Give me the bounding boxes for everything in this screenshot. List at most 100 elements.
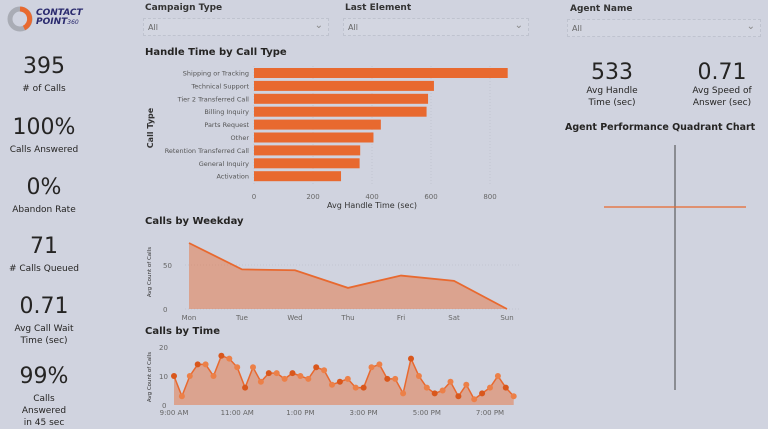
kpi-value: 0.71 <box>697 60 747 85</box>
data-point <box>463 381 470 388</box>
kpi-value: 0% <box>26 175 62 200</box>
data-point <box>226 355 233 362</box>
data-point <box>431 390 438 397</box>
data-point <box>234 364 241 371</box>
x-tick-label: Thu <box>340 314 354 322</box>
time-chart-title: Calls by Time <box>145 326 220 337</box>
bar <box>254 80 434 91</box>
y-tick-label: 10 <box>159 373 168 381</box>
data-point <box>344 375 351 382</box>
data-point <box>487 384 493 391</box>
kpi-calls: 395 # of Calls <box>0 54 88 95</box>
area-fill <box>189 243 507 309</box>
data-point <box>257 378 264 385</box>
category-label: Shipping or Tracking <box>183 70 249 78</box>
x-tick-label: 200 <box>306 193 319 201</box>
data-point <box>202 361 209 368</box>
data-point <box>384 375 391 382</box>
logo-text-line1: CONTACT <box>36 8 83 18</box>
category-label: Billing Inquiry <box>204 108 249 116</box>
y-axis-title: Avg Count of Calls <box>147 247 153 297</box>
data-point <box>289 370 296 377</box>
x-tick-label: 5:00 PM <box>413 409 441 417</box>
y-tick-label: 0 <box>163 306 167 314</box>
data-point <box>321 367 328 374</box>
kpi-value: 71 <box>30 234 58 259</box>
kpi-label: Calls Answered <box>9 145 79 155</box>
agent-name-dropdown[interactable]: All ⌄ <box>567 19 761 37</box>
data-point <box>360 384 367 391</box>
logo-suffix: 360 <box>67 19 79 26</box>
data-point <box>479 390 486 397</box>
category-label: Other <box>231 134 250 142</box>
data-point <box>368 364 375 371</box>
y-axis-title: Call Type <box>146 107 155 148</box>
data-point <box>408 355 414 362</box>
category-label: General Inquiry <box>199 160 249 168</box>
kpi-avg-wait: 0.71 Avg Call Wait Time (sec) <box>0 294 88 347</box>
data-point <box>178 393 185 400</box>
x-tick-label: Fri <box>397 314 405 322</box>
category-label: Parts Request <box>204 121 249 129</box>
category-label: Activation <box>216 173 249 181</box>
y-tick-label: 0 <box>162 402 166 410</box>
dropdown-value: All <box>148 23 158 32</box>
category-label: Tier 2 Transferred Call <box>177 95 250 103</box>
dropdown-value: All <box>348 23 358 32</box>
quadrant-chart <box>604 145 746 390</box>
kpi-label: Avg Handle Time (sec) <box>586 86 638 108</box>
data-point <box>455 393 462 400</box>
kpi-label: Abandon Rate <box>12 205 76 215</box>
data-point <box>471 396 478 403</box>
logo: CONTACT POINT360 <box>6 6 116 32</box>
logo-mark-icon <box>7 6 33 32</box>
data-point <box>494 373 501 379</box>
x-tick-label: 3:00 PM <box>349 409 377 417</box>
kpi-value: 100% <box>12 115 76 140</box>
category-label: Technical Support <box>190 82 249 90</box>
data-point <box>376 361 383 368</box>
chevron-down-icon: ⌄ <box>314 20 323 31</box>
x-tick-label: 11:00 AM <box>221 409 254 417</box>
series-line <box>188 242 508 310</box>
weekday-chart-title: Calls by Weekday <box>145 216 244 227</box>
bar <box>254 171 342 182</box>
chevron-down-icon: ⌄ <box>746 21 755 32</box>
data-point <box>273 370 280 377</box>
data-point <box>352 384 359 391</box>
bar <box>254 145 361 156</box>
data-point <box>281 375 288 382</box>
x-tick-label: Tue <box>235 314 248 322</box>
data-point <box>265 370 272 377</box>
category-label: Retention Transferred Call <box>165 147 249 155</box>
bar <box>254 119 381 130</box>
kpi-value: 99% <box>19 364 69 389</box>
filter-label-last-element: Last Element <box>345 3 412 13</box>
data-point <box>242 384 249 391</box>
data-point <box>250 364 256 371</box>
bar <box>254 158 360 169</box>
y-tick-label: 50 <box>163 262 172 270</box>
data-point <box>186 373 193 379</box>
dropdown-value: All <box>572 24 582 33</box>
kpi-calls-answered: 100% Calls Answered <box>0 115 88 156</box>
bar <box>254 132 374 143</box>
bar-chart-title: Handle Time by Call Type <box>145 47 287 58</box>
kpi-value: 533 <box>591 60 633 85</box>
data-point <box>439 387 446 394</box>
kpi-label: # of Calls <box>22 84 66 94</box>
data-point <box>510 393 517 400</box>
last-element-dropdown[interactable]: All ⌄ <box>343 18 529 36</box>
x-tick-label: Wed <box>287 314 302 322</box>
data-point <box>305 375 312 382</box>
x-tick-label: 400 <box>365 193 378 201</box>
filter-label-agent-name: Agent Name <box>570 4 633 14</box>
campaign-type-dropdown[interactable]: All ⌄ <box>143 18 329 36</box>
bar <box>254 68 508 78</box>
data-point <box>194 361 201 368</box>
chevron-down-icon: ⌄ <box>514 20 523 31</box>
y-tick-label: 20 <box>159 344 168 352</box>
x-tick-label: 600 <box>424 193 437 201</box>
x-tick-label: 9:00 AM <box>160 409 189 417</box>
